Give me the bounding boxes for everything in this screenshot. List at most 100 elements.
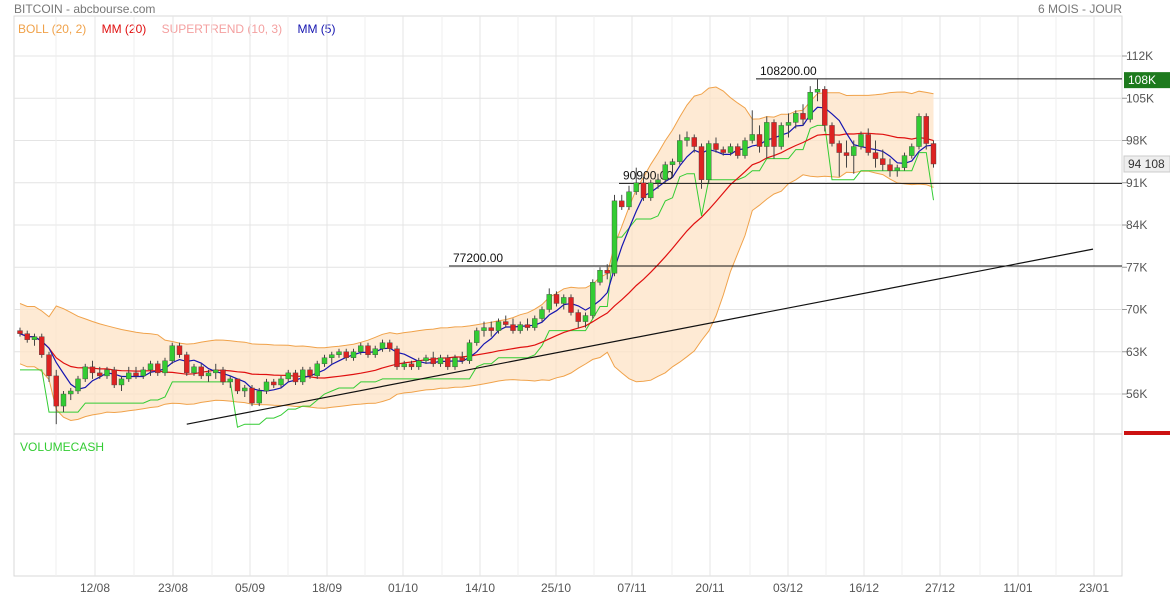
candle xyxy=(814,78,821,102)
candle xyxy=(394,345,400,370)
candle-body xyxy=(510,324,516,331)
candle xyxy=(691,134,697,153)
candle-body xyxy=(655,179,661,183)
y-tick-label: 70K xyxy=(1126,303,1147,317)
candle-body xyxy=(220,369,226,383)
candle-body xyxy=(633,182,639,193)
candle-body xyxy=(822,88,828,126)
volume-label: VOLUMECASH xyxy=(20,440,105,454)
candle xyxy=(104,366,110,379)
candle-body xyxy=(735,146,741,156)
candle-body xyxy=(836,143,842,153)
candle-body xyxy=(553,294,560,304)
candle xyxy=(191,363,197,376)
candle xyxy=(887,158,893,177)
candle xyxy=(46,351,52,382)
candle xyxy=(662,161,668,183)
candle xyxy=(706,140,712,183)
candle xyxy=(82,363,88,382)
candle-body xyxy=(89,366,96,374)
candle-body xyxy=(677,140,683,162)
candle-body xyxy=(793,113,799,123)
candle xyxy=(590,279,596,319)
candle-body xyxy=(82,366,88,380)
candle xyxy=(546,288,552,313)
candle xyxy=(916,113,922,150)
candle-body xyxy=(481,327,487,331)
candle-body xyxy=(234,378,241,392)
candle xyxy=(53,369,59,425)
candle xyxy=(278,375,284,388)
candle-body xyxy=(546,294,552,310)
candle-body xyxy=(452,357,458,368)
candle-body xyxy=(749,134,755,141)
candle xyxy=(416,357,422,370)
candle xyxy=(655,173,661,189)
indicator-legend: BOLL (20, 2) MM (20) SUPERTREND (10, 3) … xyxy=(18,22,347,36)
candle-body xyxy=(503,321,509,325)
x-tick-label: 01/10 xyxy=(388,581,418,595)
candle-body xyxy=(843,152,850,156)
candle xyxy=(408,360,415,370)
candle-body xyxy=(923,116,929,144)
candle xyxy=(234,378,241,394)
candle xyxy=(872,140,879,168)
candle xyxy=(778,122,784,150)
candle xyxy=(909,143,915,159)
candle xyxy=(793,110,799,129)
mm20-line xyxy=(19,132,934,379)
candle-body xyxy=(698,146,705,180)
candle xyxy=(126,366,132,382)
candle xyxy=(39,333,45,358)
candle xyxy=(75,375,81,394)
candle-body xyxy=(706,143,712,180)
candle xyxy=(423,354,429,364)
candle xyxy=(169,342,175,364)
candle xyxy=(430,351,436,367)
candle xyxy=(713,137,719,153)
candle xyxy=(800,104,806,126)
candle xyxy=(669,158,676,177)
x-tick-label: 11/01 xyxy=(1003,581,1032,595)
candle-body xyxy=(901,155,908,168)
candle xyxy=(604,264,610,280)
candle xyxy=(263,378,270,394)
candle xyxy=(97,366,103,379)
level-label: 108200.00 xyxy=(760,64,817,78)
candle-body xyxy=(720,149,726,153)
candle xyxy=(213,363,219,379)
x-tick-label: 23/08 xyxy=(158,581,188,595)
candle xyxy=(785,113,792,138)
candle-body xyxy=(263,381,270,392)
candle xyxy=(133,366,139,379)
candle xyxy=(727,143,734,156)
y-tick-label: 63K xyxy=(1126,345,1147,359)
candle-body xyxy=(60,393,67,407)
trendline xyxy=(186,248,1094,425)
candle-body xyxy=(611,200,618,274)
candle xyxy=(31,333,38,346)
candle xyxy=(829,122,835,147)
candle-body xyxy=(292,372,299,383)
candle xyxy=(880,149,886,171)
candle xyxy=(756,125,763,153)
candle xyxy=(372,345,378,358)
x-tick-label: 25/10 xyxy=(541,581,571,595)
candles xyxy=(17,78,937,425)
candle-body xyxy=(459,357,465,362)
candle xyxy=(24,330,30,343)
candle xyxy=(923,113,929,150)
candle-body xyxy=(307,369,313,377)
candle-body xyxy=(191,366,197,374)
candle-body xyxy=(343,351,349,358)
legend-supertrend: SUPERTREND (10, 3) xyxy=(161,22,283,36)
candle xyxy=(836,140,842,177)
candle xyxy=(771,119,777,159)
candle xyxy=(184,351,190,376)
candle-body xyxy=(582,315,589,322)
candle-body xyxy=(162,360,168,374)
candle-body xyxy=(271,381,277,386)
candle-body xyxy=(314,363,320,377)
candle xyxy=(198,363,204,379)
candle-body xyxy=(205,372,212,377)
